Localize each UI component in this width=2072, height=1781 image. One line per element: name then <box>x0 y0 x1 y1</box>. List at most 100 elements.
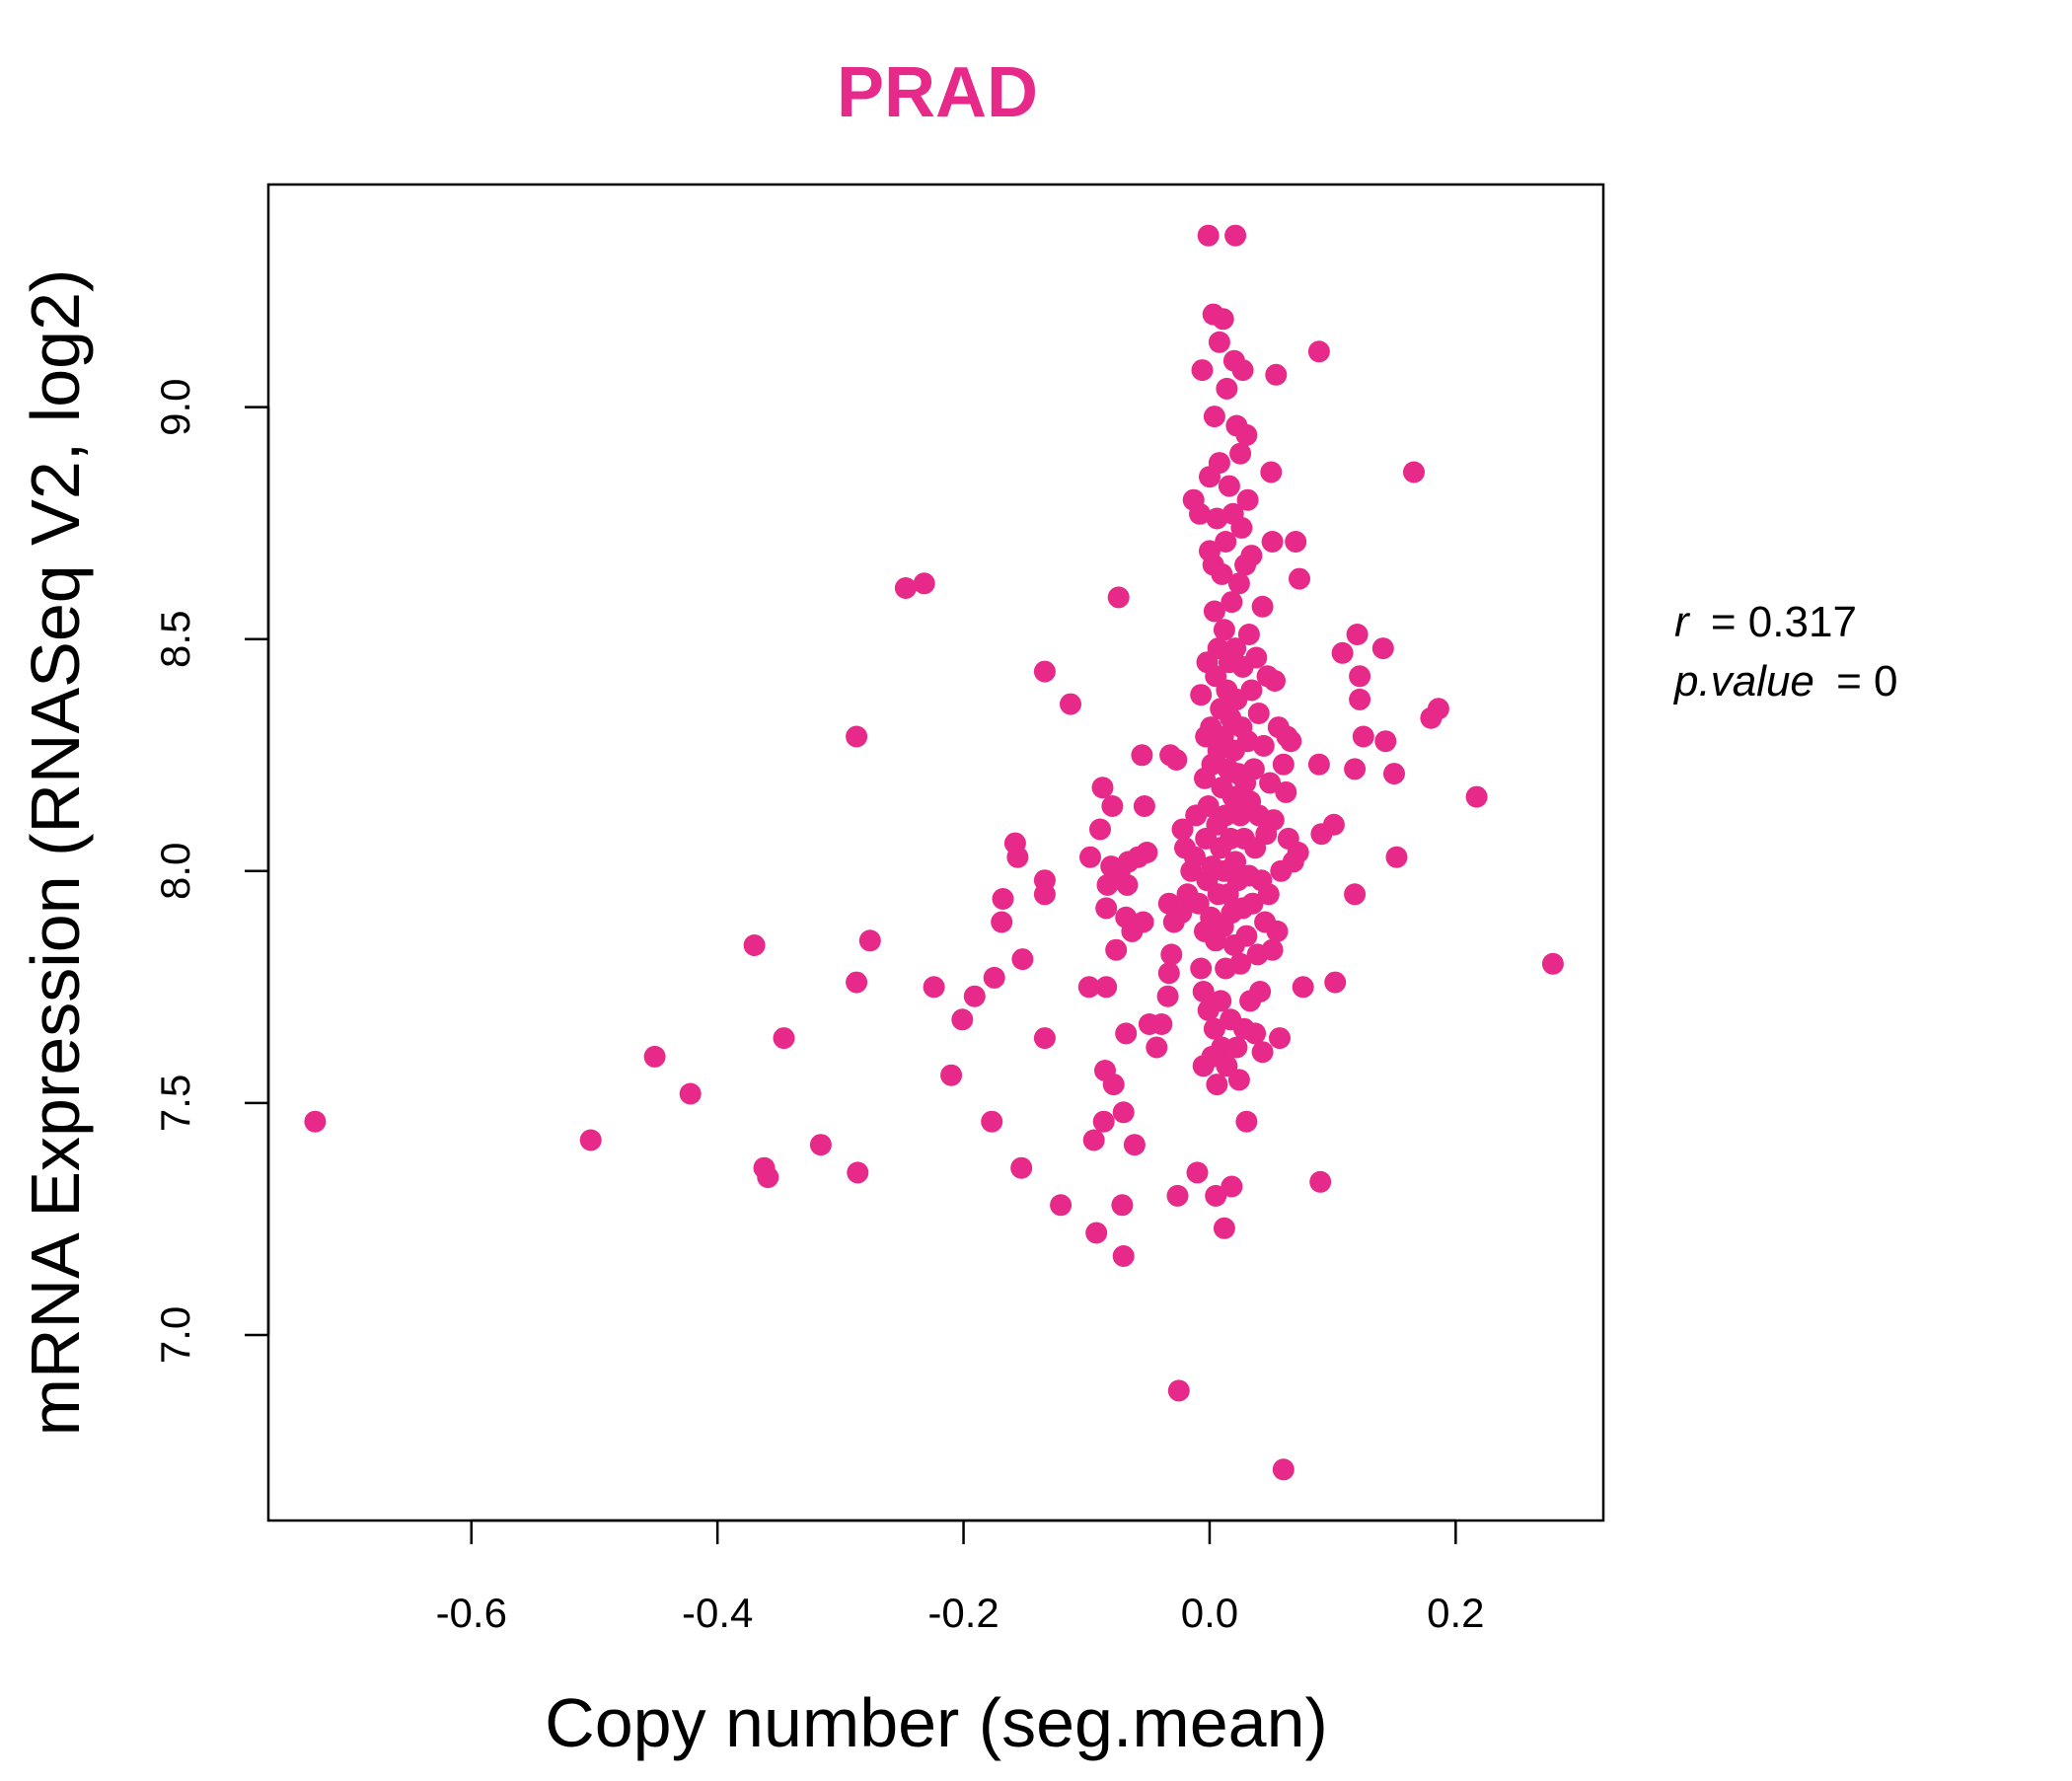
data-point <box>1112 1101 1135 1124</box>
data-point <box>1095 976 1118 999</box>
data-point <box>1170 902 1193 925</box>
data-point <box>1247 703 1270 724</box>
data-point <box>1252 734 1275 757</box>
data-point <box>579 1129 602 1151</box>
data-point <box>1264 670 1286 692</box>
data-point <box>1011 948 1034 971</box>
data-point <box>1210 990 1232 1012</box>
data-point <box>1465 785 1488 808</box>
data-point <box>1237 624 1260 645</box>
data-point <box>1265 363 1288 386</box>
data-point <box>1215 531 1237 553</box>
data-point <box>679 1082 702 1105</box>
data-point <box>1269 1027 1291 1050</box>
data-point <box>1349 688 1371 710</box>
data-point <box>1160 943 1183 966</box>
y-tick-label: 7.0 <box>152 1306 198 1364</box>
data-point <box>743 934 766 956</box>
data-point <box>1010 1156 1033 1179</box>
data-point <box>1197 795 1220 817</box>
data-point <box>1184 846 1206 868</box>
x-tick-label: -0.6 <box>436 1590 507 1636</box>
data-point <box>1157 962 1180 985</box>
data-point <box>858 929 881 952</box>
data-point <box>1091 777 1114 799</box>
data-point <box>1165 749 1188 771</box>
data-point <box>846 971 868 994</box>
y-tick-label: 8.5 <box>152 611 198 668</box>
data-point <box>1262 809 1285 832</box>
data-point <box>1136 842 1158 863</box>
y-tick-label: 8.0 <box>152 843 198 900</box>
data-point <box>1167 1379 1190 1402</box>
x-tick-label: -0.2 <box>927 1590 999 1636</box>
data-point <box>1241 892 1264 915</box>
data-point <box>923 976 945 999</box>
data-point <box>1346 624 1369 645</box>
r-label: r <box>1674 598 1691 646</box>
data-point <box>1192 981 1215 1002</box>
data-point <box>1249 981 1272 1002</box>
data-point <box>1221 1175 1243 1198</box>
data-point <box>1203 1017 1225 1040</box>
data-point <box>1213 619 1235 641</box>
data-point <box>1171 818 1194 841</box>
data-point <box>1261 938 1284 961</box>
data-point <box>1102 1074 1125 1096</box>
x-axis: -0.6 -0.4 -0.2 0.0 0.2 <box>436 1519 1485 1636</box>
data-point <box>983 966 1005 989</box>
data-point <box>1116 873 1139 896</box>
data-point <box>1112 1245 1135 1267</box>
data-point <box>1374 730 1397 753</box>
p-value: = 0 <box>1836 657 1897 705</box>
data-point <box>1309 1170 1332 1193</box>
data-point <box>1089 818 1111 841</box>
p-statistic: p.value = 0 <box>1672 657 1898 705</box>
chart-title: PRAD <box>837 53 1038 132</box>
data-point <box>1208 331 1230 353</box>
data-point <box>1115 1022 1138 1045</box>
data-point <box>1221 591 1243 614</box>
data-point <box>1190 684 1213 706</box>
data-point <box>1235 925 1258 947</box>
data-point <box>992 888 1014 910</box>
x-tick-label: 0.0 <box>1181 1590 1238 1636</box>
data-point <box>1216 377 1238 400</box>
data-point <box>951 1008 974 1031</box>
data-point <box>1403 461 1425 483</box>
data-point <box>773 1027 795 1050</box>
data-point <box>1132 911 1154 933</box>
data-point <box>1541 952 1564 975</box>
data-point <box>1077 976 1100 999</box>
data-point <box>1082 1129 1105 1151</box>
data-point <box>1280 730 1302 753</box>
data-point <box>991 911 1013 933</box>
data-point <box>1352 725 1374 748</box>
data-point <box>1111 1194 1134 1217</box>
data-point <box>1231 359 1254 382</box>
data-point <box>643 1045 666 1068</box>
data-point <box>1224 637 1247 660</box>
data-point <box>1266 920 1289 942</box>
data-point <box>1166 1184 1189 1207</box>
data-point <box>1033 660 1056 683</box>
data-point <box>1208 452 1230 475</box>
stats-annotation: r = 0.317 p.value = 0 <box>1672 598 1898 705</box>
data-point <box>1197 224 1220 247</box>
data-point <box>1287 842 1309 863</box>
data-point <box>1322 813 1345 836</box>
data-point <box>1272 1458 1295 1481</box>
data-point <box>1324 971 1347 994</box>
data-point <box>1344 883 1367 906</box>
y-tick-label: 9.0 <box>152 378 198 435</box>
data-point <box>1272 753 1295 776</box>
data-point <box>1235 1110 1258 1133</box>
data-point <box>1261 531 1284 553</box>
data-point <box>1245 646 1268 669</box>
data-point <box>1190 957 1213 980</box>
data-point <box>1203 600 1225 623</box>
data-point <box>1229 442 1252 465</box>
data-point <box>1211 562 1233 585</box>
data-point <box>1227 572 1250 595</box>
